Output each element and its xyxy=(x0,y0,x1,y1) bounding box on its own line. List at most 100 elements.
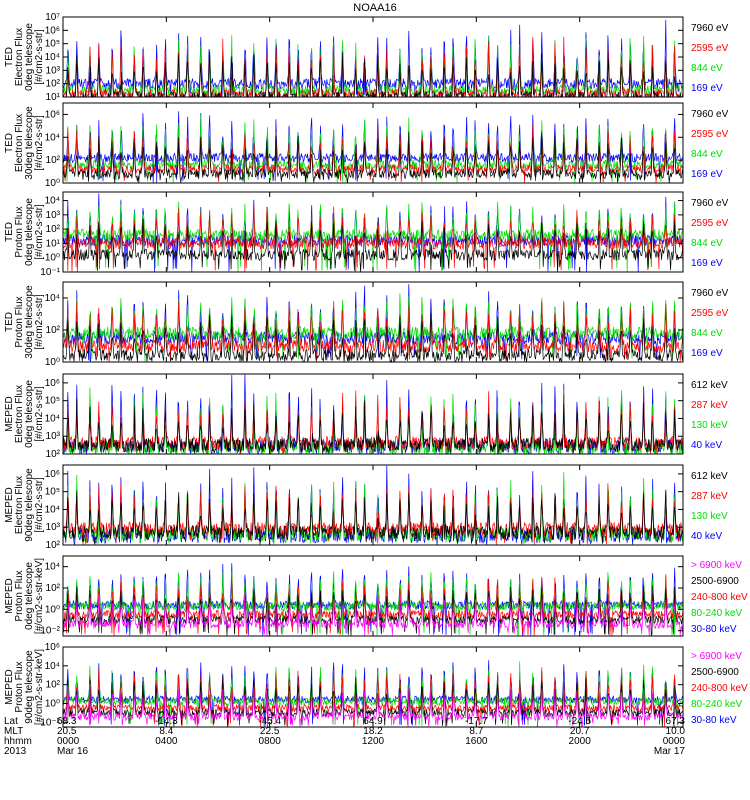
y-axis-label-line: Proton Flux xyxy=(14,206,25,257)
x-row-label: Lat xyxy=(4,716,18,727)
legend-entry: 844 eV xyxy=(691,149,723,160)
series-2500-6900 xyxy=(63,584,683,636)
series--6900-kev xyxy=(63,683,683,727)
legend-entry: 130 keV xyxy=(691,420,728,431)
legend-entry: 844 eV xyxy=(691,328,723,339)
y-tick-label: 10³ xyxy=(46,210,61,221)
y-tick-label: 10¹ xyxy=(46,92,61,103)
series-2595-ev xyxy=(63,36,683,97)
y-axis-label-line: MEPED xyxy=(4,578,15,614)
legend-entry: 2500-6900 xyxy=(691,576,739,587)
legend-entry: 169 eV xyxy=(691,348,723,359)
chart-title: NOAA16 xyxy=(353,2,396,14)
y-axis-label-line: TED xyxy=(4,133,15,153)
y-tick-label: 10⁵ xyxy=(45,396,60,407)
legend-entry: 287 keV xyxy=(691,491,728,502)
y-axis-label-line: 30deg telescope xyxy=(24,106,35,180)
y-tick-label: 10⁶ xyxy=(45,469,60,480)
y-tick-label: 10⁴ xyxy=(45,661,60,672)
y-tick-label: 10⁻² xyxy=(40,717,60,728)
legend-entry: 612 keV xyxy=(691,471,728,482)
y-axis-label-line: 90deg telescope xyxy=(24,468,35,542)
y-tick-label: 10⁴ xyxy=(45,132,60,143)
panel-6: 10² 10³ 10⁴ 10⁵ 10⁶ MEPED Electron Flux 90deg t… xyxy=(4,464,728,551)
y-axis-label-line: TED xyxy=(4,312,15,332)
y-tick-label: 10² xyxy=(46,680,61,691)
legend-entry: 130 keV xyxy=(691,511,728,522)
y-tick-label: 10² xyxy=(46,79,61,90)
y-tick-label: 10³ xyxy=(46,65,61,76)
panel-4: 10⁰ 10² 10⁴ TED Proton Flux 30deg telescope [#… xyxy=(4,281,729,368)
panel-5: 10² 10³ 10⁴ 10⁵ 10⁶ MEPED Electron Flux 0deg te… xyxy=(4,373,728,460)
y-tick-label: 10⁴ xyxy=(45,52,60,63)
x-tick-label-hhmm: 0000 xyxy=(57,736,80,747)
x-tick-label-mlt: 22.5 xyxy=(260,726,280,737)
panels: 10¹ 10² 10³ 10⁴ 10⁵ 10⁶ 10⁷ TED Electron Flux 0de… xyxy=(4,12,748,728)
x-tick-label-mlt: 10.0 xyxy=(666,726,686,737)
legend-entry: 287 keV xyxy=(691,400,728,411)
y-tick-label: 10¹ xyxy=(46,238,61,249)
y-tick-label: 10⁴ xyxy=(45,196,60,207)
y-tick-label: 10⁴ xyxy=(45,504,60,515)
legend-entry: 7960 eV xyxy=(691,23,729,34)
legend-entry: 7960 eV xyxy=(691,288,729,299)
series-844-ev xyxy=(63,293,683,362)
y-tick-label: 10⁶ xyxy=(45,25,60,36)
y-tick-label: 10² xyxy=(46,224,61,235)
x-tick-label-mlt: 18.2 xyxy=(363,726,383,737)
legend-entry: 169 eV xyxy=(691,83,723,94)
x-tick-label-date: Mar 17 xyxy=(654,746,686,757)
x-tick-label-lat: -14.3 xyxy=(155,716,178,727)
legend-entry: 844 eV xyxy=(691,238,723,249)
y-axis-label-line: [#/cm2-s-str-keV] xyxy=(34,649,45,725)
legend-entry: 2500-6900 xyxy=(691,667,739,678)
x-tick-label-lat: 64.9 xyxy=(363,716,383,727)
y-tick-label: 10⁴ xyxy=(45,562,60,573)
traces xyxy=(63,284,683,362)
x-row-label: 2013 xyxy=(4,746,27,757)
y-tick-label: 10⁰ xyxy=(45,698,60,709)
y-tick-label: 10⁰ xyxy=(45,253,60,264)
y-tick-label: 10⁶ xyxy=(45,109,60,120)
traces xyxy=(63,374,683,454)
y-axis-label-line: Proton Flux xyxy=(14,570,25,621)
series-844-ev xyxy=(63,35,683,97)
legend-entry: 169 eV xyxy=(691,169,723,180)
legend-entry: 240-800 keV xyxy=(691,683,748,694)
y-tick-label: 10² xyxy=(46,325,61,336)
y-tick-label: 10² xyxy=(46,540,61,551)
legend-entry: 240-800 keV xyxy=(691,592,748,603)
y-tick-label: 10⁶ xyxy=(45,642,60,653)
y-tick-label: 10⁶ xyxy=(45,378,60,389)
x-tick-label-hhmm: 1600 xyxy=(465,736,488,747)
x-tick-label-lat: -17.7 xyxy=(465,716,488,727)
y-axis-label-line: [#/cm2-s-str] xyxy=(34,29,45,85)
y-tick-label: 10³ xyxy=(46,431,61,442)
y-axis-label-line: 0deg telescope xyxy=(24,562,35,630)
series-612-kev xyxy=(63,490,683,545)
legend-entry: > 6900 keV xyxy=(691,651,742,662)
y-axis-label-line: Electron Flux xyxy=(14,28,25,86)
series-7960-ev xyxy=(63,131,683,183)
legend-entry: 40 keV xyxy=(691,531,722,542)
x-tick-label-lat: -24.5 xyxy=(568,716,591,727)
y-tick-label: 10² xyxy=(46,449,61,460)
y-axis-label-line: [#/cm2-s-str] xyxy=(34,204,45,260)
y-tick-label: 10⁴ xyxy=(45,413,60,424)
x-tick-label-mlt: 20.5 xyxy=(57,726,77,737)
series-844-ev xyxy=(63,201,683,272)
panel-2: 10⁰ 10² 10⁴ 10⁶ TED Electron Flux 30deg telesc… xyxy=(4,102,729,189)
y-tick-label: 10⁷ xyxy=(45,12,60,23)
legend-entry: 2595 eV xyxy=(691,129,729,140)
y-tick-label: 10⁰ xyxy=(45,178,60,189)
x-tick-label-hhmm: 2000 xyxy=(569,736,592,747)
y-axis-label-line: 30deg telescope xyxy=(24,285,35,359)
y-axis-label-line: 0deg telescope xyxy=(24,198,35,266)
y-tick-label: 10² xyxy=(46,155,61,166)
y-tick-label: 10² xyxy=(46,583,61,594)
x-row-label: hhmm xyxy=(4,736,32,747)
legend-entry: 2595 eV xyxy=(691,308,729,319)
traces xyxy=(63,111,683,183)
